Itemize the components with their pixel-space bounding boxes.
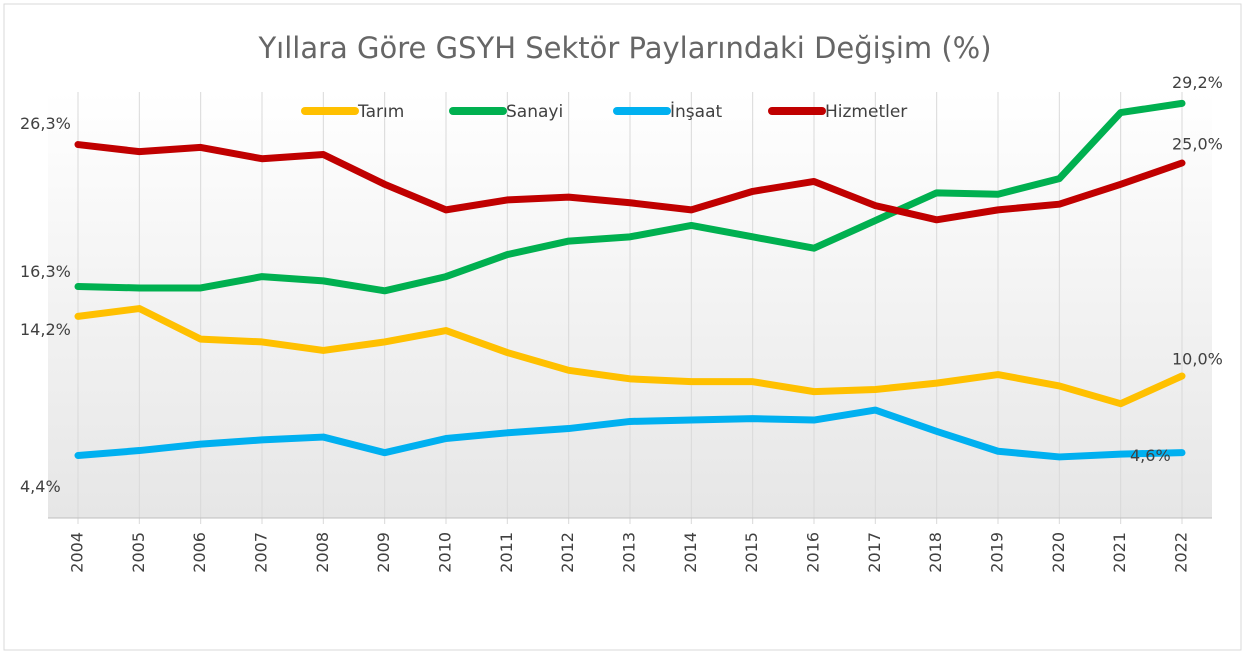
data-label: 14,2% [20,320,71,339]
x-tick-label: 2018 [926,532,945,573]
data-label: 10,0% [1172,350,1223,369]
x-tick-label: 2014 [681,532,700,573]
x-tick-label: 2022 [1172,532,1191,573]
x-tick-label: 2013 [620,532,639,573]
legend-label: Tarım [357,102,404,122]
data-label: 29,2% [1172,73,1223,92]
x-tick-label: 2017 [865,532,884,573]
data-label: 25,0% [1172,135,1223,154]
x-tick-label: 2005 [129,532,148,573]
series-line [74,99,1186,295]
x-tick-label: 2006 [190,532,209,573]
x-tick-label: 2004 [68,532,87,573]
chart-title: Yıllara Göre GSYH Sektör Paylarındaki De… [257,31,991,65]
x-tick-label: 2009 [374,532,393,573]
legend-label: Sanayi [506,102,563,122]
x-tick-label: 2007 [252,532,271,573]
data-label: 16,3% [20,262,71,281]
series-line [74,406,1186,461]
series-line [74,305,1186,408]
x-tick-label: 2011 [497,532,516,573]
x-tick-label: 2020 [1049,532,1068,573]
data-label: 4,4% [20,477,61,496]
legend-label: Hizmetler [825,102,907,122]
x-tick-label: 2016 [804,532,823,573]
x-tick-label: 2012 [558,532,577,573]
x-tick-label: 2008 [313,532,332,573]
x-tick-label: 2019 [988,532,1007,573]
data-label: 26,3% [20,114,71,133]
legend-label: İnşaat [670,101,722,122]
x-tick-label: 2021 [1110,532,1129,573]
x-tick-label: 2015 [742,532,761,573]
series-line [74,141,1186,224]
x-tick-label: 2010 [436,532,455,573]
data-label: 4,6% [1130,446,1171,465]
